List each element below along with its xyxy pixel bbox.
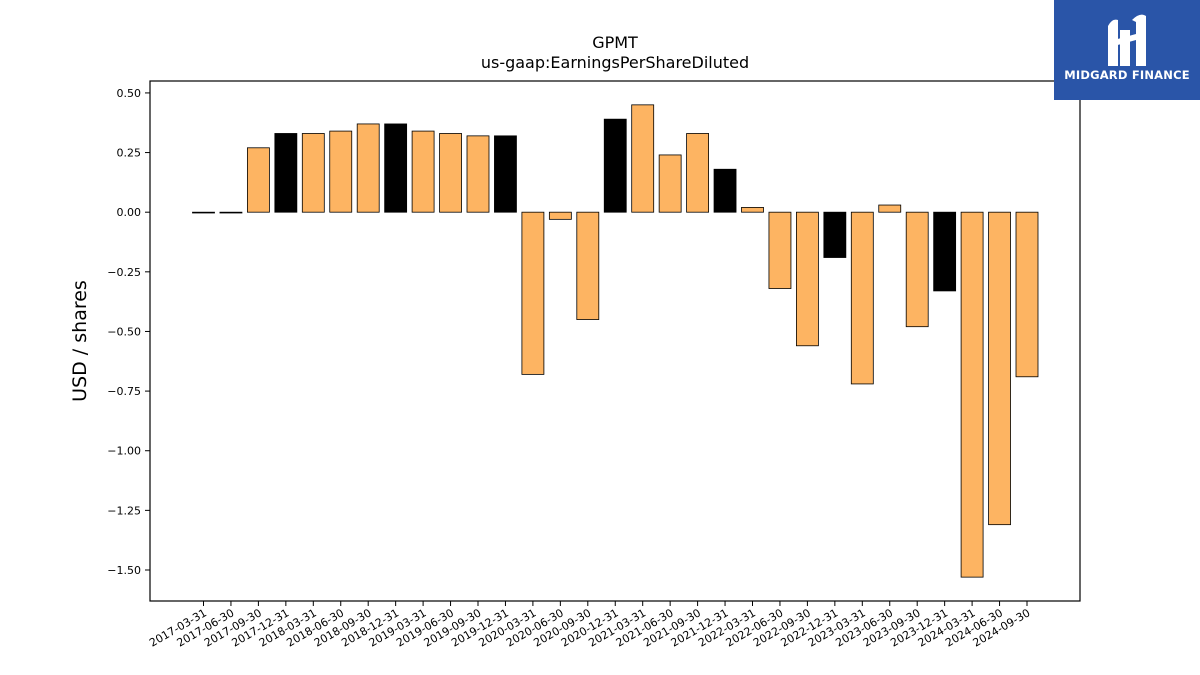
bar-2020-09-30 xyxy=(576,211,600,320)
y-tick-label: 0.25 xyxy=(117,147,142,160)
y-tick-label: −0.50 xyxy=(107,325,141,338)
bar-2024-06-30 xyxy=(988,211,1011,526)
bar-2023-12-31 xyxy=(933,211,957,292)
y-tick-label: 0.50 xyxy=(117,87,142,100)
bar-2020-03-31 xyxy=(521,211,545,375)
chart-title: GPMT xyxy=(592,33,638,52)
logo-mark-icon xyxy=(1108,14,1146,67)
bar-2021-09-30 xyxy=(686,133,709,213)
y-axis: 0.50 0.25 0.00 −0.25 −0.50 −0.75 −1.00 −1.25 −1.… xyxy=(107,87,150,577)
bar-2018-06-30 xyxy=(329,130,353,213)
bar-2018-03-31 xyxy=(301,133,325,213)
y-tick-label: 0.00 xyxy=(117,206,142,219)
bar-2018-09-30 xyxy=(356,123,380,213)
bar-2022-09-30 xyxy=(796,211,819,347)
y-tick-label: −1.50 xyxy=(107,564,141,577)
bar-2019-03-31 xyxy=(411,130,435,213)
bar-2019-12-31 xyxy=(494,135,517,213)
x-axis: 2017-03-312017-06-302017-09-302017-12-31… xyxy=(147,601,1033,650)
y-tick-label: −0.25 xyxy=(107,266,141,279)
bar-2021-03-31 xyxy=(631,104,655,213)
bar-2019-06-30 xyxy=(439,133,462,213)
y-tick-label: −1.00 xyxy=(107,445,141,458)
plot-frame xyxy=(149,80,1081,602)
y-tick-label: −0.75 xyxy=(107,385,141,398)
bar-2024-09-30 xyxy=(1015,211,1039,378)
chart-subtitle: us-gaap:EarningsPerShareDiluted xyxy=(481,53,749,72)
bar-2024-03-31 xyxy=(960,211,984,578)
bar-2023-09-30 xyxy=(905,211,929,328)
y-tick-label: −1.25 xyxy=(107,504,141,517)
bar-2018-12-31 xyxy=(384,123,408,213)
y-axis-label: USD / shares xyxy=(69,280,91,402)
bar-2021-06-30 xyxy=(658,154,682,213)
bar-2021-12-31 xyxy=(713,168,737,213)
bar-2022-03-31 xyxy=(741,207,764,213)
bar-2017-03-31 xyxy=(192,211,215,214)
bar-2017-09-30 xyxy=(246,147,270,213)
logo-text: MIDGARD FINANCE xyxy=(1064,68,1190,82)
bar-2017-06-30 xyxy=(219,211,243,214)
bar-2023-03-31 xyxy=(850,211,874,385)
bars-group xyxy=(192,104,1039,578)
bar-2019-09-30 xyxy=(466,135,490,213)
bar-2020-12-31 xyxy=(603,118,627,213)
bar-2022-06-30 xyxy=(768,211,792,289)
midgard-finance-logo: MIDGARD FINANCE xyxy=(1054,0,1200,100)
bar-2017-12-31 xyxy=(274,133,298,213)
bar-2023-06-30 xyxy=(878,204,902,213)
bar-2022-12-31 xyxy=(823,211,847,258)
bar-2020-06-30 xyxy=(548,211,572,220)
